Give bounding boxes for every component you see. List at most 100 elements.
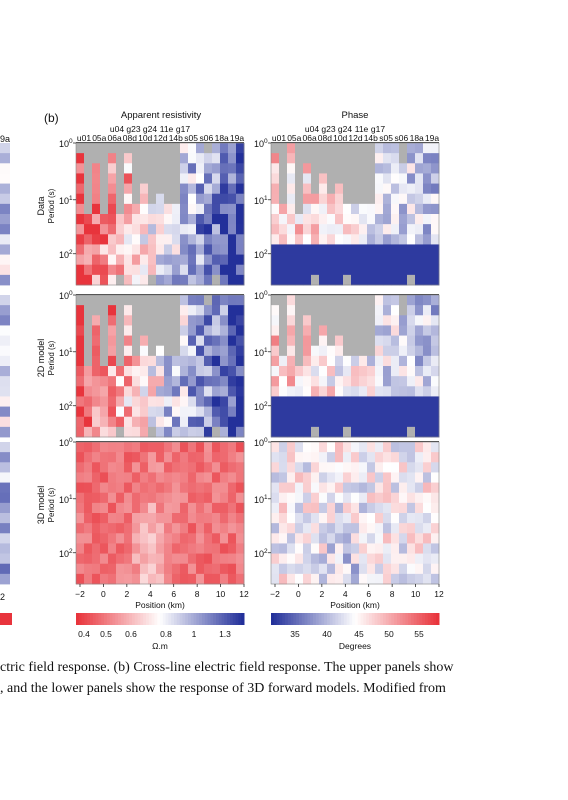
heatmap-cell: [367, 492, 376, 504]
heatmap-cell: [415, 224, 424, 235]
heatmap-cell: [220, 386, 229, 397]
y-tick-label: 100: [254, 290, 268, 301]
heatmap-cell: [76, 153, 85, 164]
heatmap-cell: [148, 305, 157, 316]
heatmap-cell: [295, 386, 304, 397]
heatmap-cell: [100, 462, 109, 473]
heatmap-cell: [76, 295, 85, 306]
strip-cell: [0, 523, 10, 534]
heatmap-cell: [204, 472, 213, 483]
heatmap-cell: [156, 386, 165, 397]
heatmap-cell: [303, 482, 312, 494]
station-label-bottom: s05: [379, 133, 393, 143]
heatmap-cell: [156, 563, 165, 575]
y-tick-label: 100: [59, 437, 73, 448]
heatmap-cell: [164, 543, 173, 554]
heatmap-cell: [287, 502, 296, 514]
heatmap-cell: [84, 553, 93, 565]
heatmap-cell: [140, 523, 149, 534]
heatmap-cell: [92, 315, 101, 326]
heatmap-cell: [196, 345, 205, 357]
station-label-bottom: 06a: [108, 133, 122, 143]
heatmap-cell: [124, 274, 133, 286]
heatmap-cell: [236, 305, 245, 316]
heatmap-cell: [172, 224, 181, 235]
heatmap-cell: [423, 416, 432, 428]
colorbar-swatch: [202, 613, 206, 625]
heatmap-cell: [108, 305, 117, 316]
heatmap-cell: [375, 264, 384, 276]
heatmap-cell: [295, 153, 304, 164]
heatmap-cell: [108, 442, 117, 453]
colorbar-swatch: [199, 613, 203, 625]
heatmap-cell: [204, 502, 213, 514]
heatmap-cell: [295, 442, 304, 453]
colorbar-swatch: [287, 613, 292, 625]
station-label-bottom: 05a: [287, 133, 301, 143]
heatmap-cell: [279, 442, 288, 453]
heatmap-cell: [108, 295, 117, 306]
heatmap-cell: [431, 513, 440, 524]
heatmap-cell: [116, 513, 125, 524]
heatmap-cell: [196, 513, 205, 524]
heatmap-cell: [100, 416, 109, 428]
heatmap-cell: [319, 315, 328, 326]
heatmap-cell: [399, 244, 408, 255]
heatmap-cell: [351, 452, 360, 463]
heatmap-cell: [76, 563, 85, 575]
heatmap-cell: [164, 264, 173, 276]
colorbar-tick: 1.3: [219, 629, 231, 639]
heatmap-cell: [367, 513, 376, 524]
heatmap-cell: [164, 254, 173, 266]
heatmap-cell: [383, 193, 392, 205]
colorbar-swatch: [188, 613, 192, 625]
heatmap-cell: [140, 173, 149, 184]
heatmap-cell: [108, 274, 117, 286]
heatmap-cell: [295, 553, 304, 565]
heatmap-cell: [180, 183, 189, 195]
heatmap-cell: [124, 244, 133, 255]
heatmap-cell: [423, 305, 432, 316]
colorbar-swatch: [324, 613, 328, 625]
heatmap-cell: [303, 325, 312, 336]
colorbar-swatch: [154, 613, 158, 625]
heatmap-cell: [399, 315, 408, 326]
heatmap-cell: [108, 406, 117, 418]
heatmap-cell: [228, 345, 237, 357]
colorbar-swatch: [299, 613, 303, 625]
heatmap-cell: [415, 533, 424, 544]
heatmap-cell: [188, 153, 197, 164]
heatmap-cell: [303, 203, 312, 215]
heatmap-cell: [407, 416, 416, 428]
heatmap-cell: [415, 543, 424, 554]
heatmap-cell: [431, 502, 440, 514]
heatmap-cell: [164, 396, 173, 407]
heatmap-cell: [287, 386, 296, 397]
heatmap-cell: [359, 573, 368, 585]
heatmap-cell: [351, 203, 360, 215]
heatmap-cell: [164, 325, 173, 336]
heatmap-cell: [407, 153, 416, 164]
heatmap-cell: [295, 426, 304, 438]
heatmap-cell: [383, 406, 392, 418]
heatmap-cell: [327, 295, 336, 306]
heatmap-cell: [303, 163, 312, 174]
heatmap-cell: [100, 396, 109, 407]
heatmap-cell: [84, 325, 93, 336]
heatmap-cell: [236, 573, 245, 585]
heatmap-cell: [180, 563, 189, 575]
colorbar-unit: Ω.m: [152, 641, 168, 651]
heatmap-cell: [164, 462, 173, 473]
heatmap-cell: [188, 416, 197, 428]
heatmap-cell: [228, 355, 237, 367]
heatmap-cell: [148, 264, 157, 276]
heatmap-cell: [156, 295, 165, 306]
heatmap-cell: [92, 442, 101, 453]
y-tick-exponent: 2: [264, 548, 268, 555]
heatmap-cell: [140, 533, 149, 544]
colorbar-swatch: [422, 613, 426, 625]
heatmap-cell: [343, 452, 352, 463]
heatmap-cell: [375, 183, 384, 195]
x-tick-label: 2: [124, 589, 129, 599]
heatmap-cell: [116, 472, 125, 483]
